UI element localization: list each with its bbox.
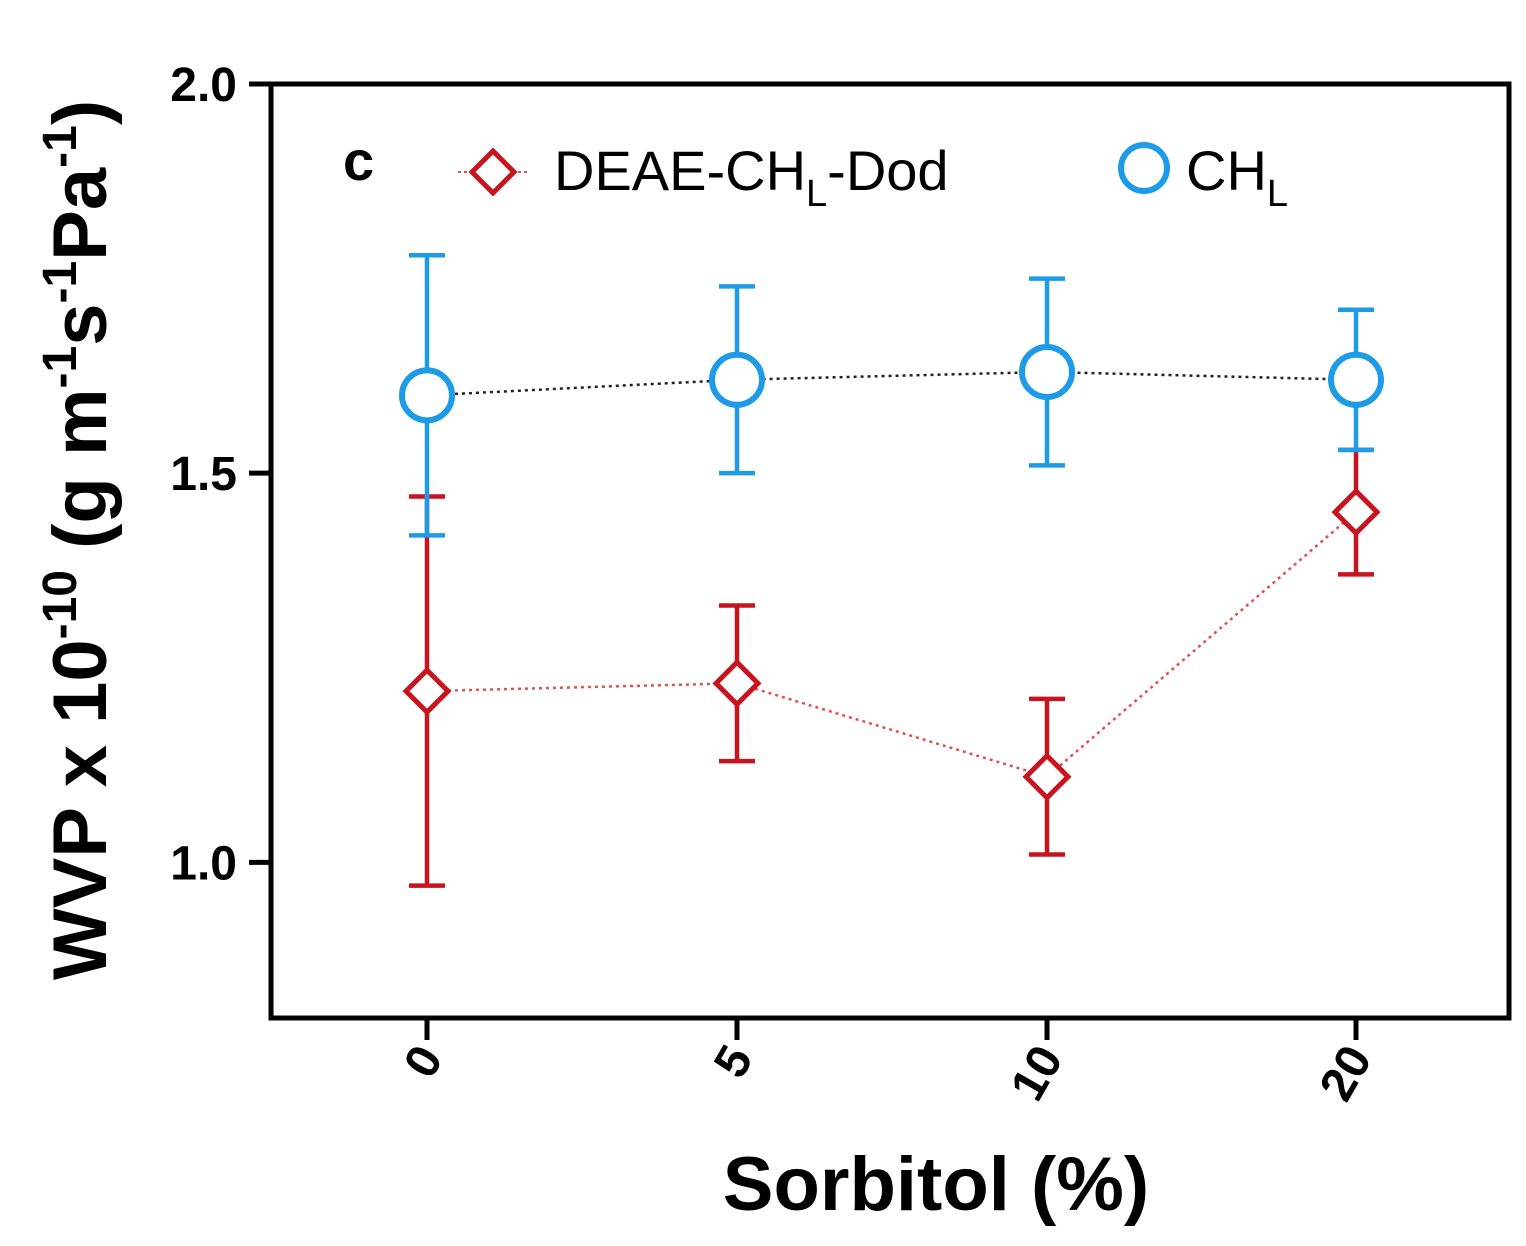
y-title-suffix: ) [38, 100, 123, 125]
series-line [426, 370, 1357, 397]
data-point-diamond [1331, 487, 1381, 537]
y-title-exp1: -10 [34, 570, 87, 639]
series-line [426, 511, 1357, 779]
legend-deae-suffix: -Dod [827, 139, 948, 202]
x-tick-label: 0 [394, 1037, 453, 1087]
plot-area [268, 81, 1512, 1021]
y-title-prefix: WVP x 10 [38, 639, 123, 980]
data-point-diamond [402, 666, 452, 716]
legend-item-chl: CHL [1118, 139, 1288, 215]
y-tick-label: 1.5 [170, 448, 237, 501]
x-tick-label: 20 [1310, 1037, 1383, 1110]
data-point-circle [1328, 351, 1384, 408]
x-tick-label: 10 [1001, 1037, 1074, 1110]
legend-chl-sub: L [1267, 173, 1288, 215]
y-title-mid2: s [38, 303, 123, 345]
x-tick-label: 5 [704, 1037, 763, 1087]
series-diamond [402, 447, 1381, 888]
legend-chl-name: CH [1186, 139, 1267, 202]
y-axis-ticks: 1.0 1.5 2.0 [170, 59, 271, 890]
y-title-exp2: -1 [34, 346, 87, 389]
data-point-circle [1019, 343, 1075, 400]
data-point-diamond [1022, 752, 1072, 802]
y-title-exp4: -1 [34, 125, 87, 168]
data-point-circle [709, 351, 765, 408]
legend-label-deae: DEAE-CHL-Dod [554, 139, 949, 215]
legend-label-chl: CHL [1186, 139, 1288, 215]
legend-diamond-marker [468, 147, 518, 197]
x-axis-ticks: 0 5 10 20 [394, 1018, 1383, 1110]
legend-deae-name: DEAE-CH [554, 139, 806, 202]
y-tick-label: 1.0 [170, 837, 237, 890]
legend-circle-marker [1118, 142, 1170, 194]
x-axis-title: Sorbitol (%) [723, 1142, 1149, 1227]
data-point-circle [399, 367, 455, 424]
series-circle [399, 252, 1384, 538]
legend-deae-sub: L [806, 173, 827, 215]
y-tick-label: 2.0 [170, 59, 237, 112]
y-title-mid1: (g m [38, 388, 123, 570]
legend-item-deae: DEAE-CHL-Dod [458, 139, 949, 215]
y-title-mid3: Pa [38, 167, 123, 261]
y-axis-title: WVP x 10-10 (g m-1s-1Pa-1) [34, 100, 123, 980]
y-title-exp3: -1 [34, 261, 87, 304]
series-layer [399, 252, 1384, 888]
data-point-diamond [712, 658, 762, 708]
legend: DEAE-CHL-Dod CHL [458, 139, 1288, 215]
panel-label: c [343, 129, 374, 192]
